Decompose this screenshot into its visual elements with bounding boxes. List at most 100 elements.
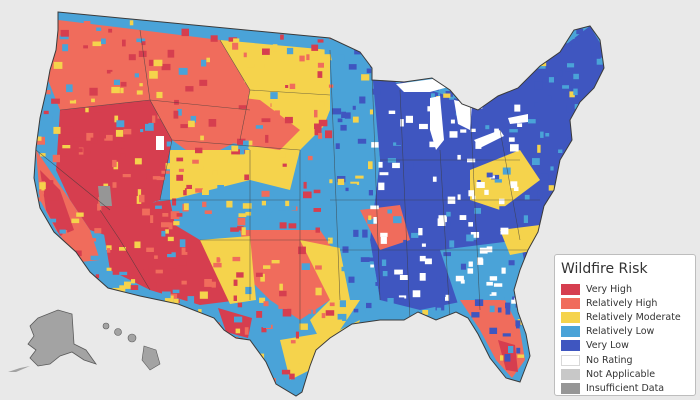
county-patch [381,348,387,354]
county-patch [352,28,358,33]
county-patch [318,119,328,127]
county-patch [83,45,88,49]
county-patch [190,184,200,190]
county-patch [537,283,542,291]
county-patch [170,268,177,274]
county-patch [244,74,248,83]
county-patch [380,232,388,237]
county-patch [403,239,407,245]
county-patch [185,86,194,92]
county-patch [243,140,249,148]
county-patch [316,373,322,377]
county-patch [489,327,498,334]
county-patch [95,274,100,279]
county-patch [478,95,486,100]
county-patch [315,265,322,270]
county-patch [370,205,379,210]
county-patch [380,236,387,244]
county-patch [327,237,333,244]
legend-item-relatively-high: Relatively High [561,296,689,310]
county-patch [303,191,312,199]
county-patch [197,165,204,170]
county-patch [153,304,160,310]
county-patch [156,201,163,206]
county-patch [153,59,163,67]
county-patch [534,102,539,108]
county-patch [335,143,340,149]
county-patch [532,158,540,165]
county-patch [347,335,353,343]
county-patch [53,257,61,263]
legend-label: No Rating [586,354,633,366]
county-patch [127,379,133,385]
county-patch [478,360,487,365]
hawaii-inset [102,322,161,371]
county-patch [576,141,583,149]
county-patch [190,115,197,123]
legend-item-not-applicable: Not Applicable [561,367,689,381]
county-patch [504,354,511,362]
county-patch [437,218,446,226]
county-patch [41,184,45,191]
county-patch [375,329,383,337]
county-patch [600,188,604,195]
county-patch [565,152,573,159]
county-patch [175,332,179,339]
county-patch [107,313,112,317]
county-patch [591,51,601,59]
county-patch [348,64,357,70]
county-patch [419,255,426,262]
county-patch [395,75,400,79]
county-patch [502,333,511,337]
county-patch [115,129,124,137]
county-patch [382,271,388,277]
county-patch [593,210,599,218]
county-patch [524,381,532,389]
county-patch [467,268,474,274]
county-patch [256,29,265,37]
county-patch [165,240,172,247]
county-patch [130,285,139,290]
county-patch [193,335,202,343]
county-patch [401,29,411,36]
county-patch [461,358,465,364]
county-patch [449,131,458,138]
county-patch [580,140,587,146]
legend-item-no-rating: No Rating [561,353,689,367]
county-patch [381,259,387,266]
county-patch [421,243,426,247]
county-patch [105,306,111,314]
county-patch [528,275,538,281]
legend-swatch-very-high [561,283,580,295]
county-patch [337,178,345,185]
county-patch [480,98,485,106]
county-patch [122,174,131,178]
county-patch [313,189,321,194]
county-patch [519,297,523,303]
county-patch [275,389,284,394]
county-patch [466,36,474,44]
county-patch [154,255,158,259]
county-patch [461,65,467,72]
county-patch [494,128,499,133]
county-patch [308,382,313,389]
county-patch [464,55,468,59]
county-patch [352,326,358,334]
county-patch [491,59,498,64]
county-patch [184,319,194,328]
county-patch [500,227,509,235]
state-borders [35,29,540,330]
county-patch [271,49,277,54]
county-patch [48,218,57,223]
county-patch [359,96,366,104]
county-patch [599,131,604,137]
county-patch [396,43,405,48]
county-patch [315,227,320,233]
county-patch [363,336,368,341]
county-patch [232,42,239,50]
county-patch [330,338,339,344]
county-patch [542,78,547,83]
county-patch [457,72,466,77]
county-patch [142,208,150,216]
county-patch [235,328,241,334]
